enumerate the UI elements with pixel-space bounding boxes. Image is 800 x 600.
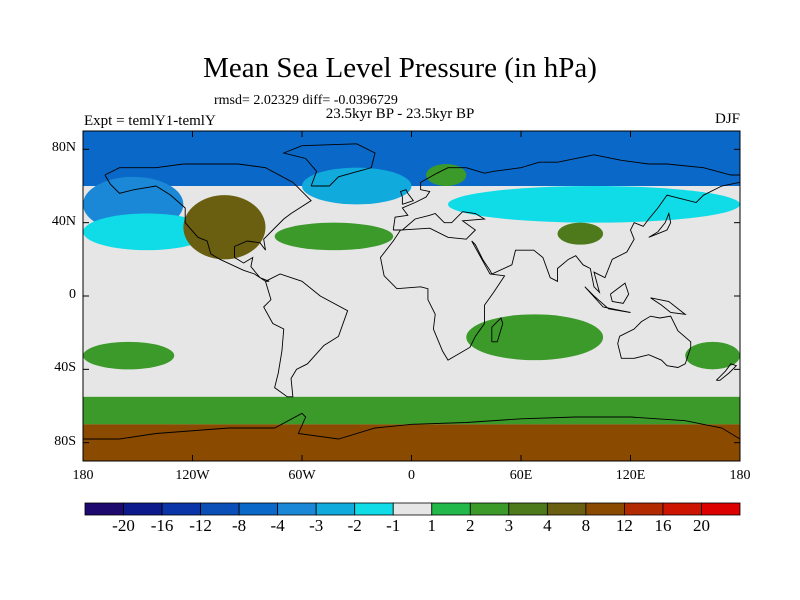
lat-label: 0 <box>69 287 76 302</box>
coastline-madagascar <box>491 317 504 343</box>
axes <box>82 130 741 462</box>
lon-label: 0 <box>408 468 415 483</box>
colorbar-swatch <box>585 502 625 516</box>
coastline-australia <box>617 315 692 368</box>
colorbar-label: 8 <box>581 516 591 535</box>
coastline-greenland <box>282 143 376 187</box>
colorbar-swatch <box>315 502 356 516</box>
coastline-new-zealand <box>715 363 738 381</box>
lat-label: 80N <box>51 140 76 156</box>
colorbar-label: -20 <box>112 516 135 535</box>
colorbar-label: 16 <box>654 516 672 535</box>
lon-label: 180 <box>729 468 751 483</box>
coastline-new-guinea <box>650 297 687 315</box>
colorbar-swatch <box>624 502 664 516</box>
colorbar-swatch <box>469 502 510 516</box>
coastline-south-america <box>263 273 349 398</box>
chart-title: Mean Sea Level Pressure (in hPa) <box>203 52 597 84</box>
colorbar-swatch <box>508 502 548 516</box>
colorbar-swatch <box>277 502 317 516</box>
lon-label: 120W <box>175 468 210 483</box>
lon-label: 60W <box>288 468 316 483</box>
colorbar-swatch <box>123 502 163 516</box>
region-arctic-low <box>83 131 740 186</box>
colorbar-label: -16 <box>150 516 174 535</box>
period-label: 23.5kyr BP - 23.5kyr BP <box>325 106 475 122</box>
colorbar-label: 12 <box>615 516 633 535</box>
coastline-japan <box>648 211 672 238</box>
colorbar-swatch <box>431 502 471 516</box>
colorbar-label: 3 <box>504 516 514 535</box>
coastline-borneo <box>609 282 630 304</box>
lon-label: 60E <box>509 468 533 483</box>
colorbar-swatch <box>200 502 240 516</box>
season-label: DJF <box>714 111 740 127</box>
lat-label: 40S <box>54 360 76 376</box>
coastline-antarctica <box>83 412 740 440</box>
coastline-eurasia-africa <box>379 154 740 361</box>
colorbar-swatch <box>662 502 702 516</box>
colorbar-swatch <box>546 502 587 516</box>
colorbar-label: -4 <box>270 516 285 535</box>
colorbar-label: 1 <box>427 516 437 535</box>
region-southern-ocean-low <box>448 378 594 397</box>
region-north-america-high <box>183 195 266 260</box>
lon-label: 120E <box>615 468 646 483</box>
stats-line: rmsd= 2.02329 diff= -0.0396729 <box>214 93 398 108</box>
region-scandinavia-high <box>426 164 467 186</box>
colorbar-swatch <box>84 502 124 516</box>
region-north-atlantic-low <box>302 167 412 205</box>
colorbar-label: 4 <box>543 516 552 535</box>
colorbar-label: -3 <box>309 516 324 535</box>
coastlines <box>83 143 740 440</box>
colorbar-label: -2 <box>347 516 362 535</box>
lon-label: 180 <box>72 468 94 483</box>
region-north-atlantic-high <box>274 222 394 251</box>
colorbar-label: -8 <box>232 516 247 535</box>
coastline-british-isles <box>399 189 415 205</box>
colorbar-label: 2 <box>466 516 475 535</box>
colorbar-swatch <box>392 502 433 516</box>
region-southern-ocean-high <box>83 396 740 425</box>
colorbar-swatch <box>238 502 279 516</box>
region-south-pacific-high <box>83 341 175 370</box>
colorbar-swatch <box>701 502 741 516</box>
coastline-indonesia <box>584 286 631 313</box>
lat-label: 80S <box>54 433 76 449</box>
colorbar-swatch <box>161 502 201 516</box>
region-north-pacific-fringe <box>83 213 211 251</box>
experiment-label: Expt = temlY1-temlY <box>84 113 216 129</box>
colorbar-label: 20 <box>692 516 710 535</box>
colorbar-label: -12 <box>189 516 212 535</box>
region-australia-high <box>685 341 740 370</box>
region-tibet-high <box>557 222 604 245</box>
lat-label: 40N <box>51 213 76 229</box>
colorbar-label: -1 <box>386 516 401 535</box>
region-indian-ocean-high <box>466 314 604 361</box>
colorbar-swatch <box>354 502 394 516</box>
coastline-north-america <box>104 163 312 282</box>
